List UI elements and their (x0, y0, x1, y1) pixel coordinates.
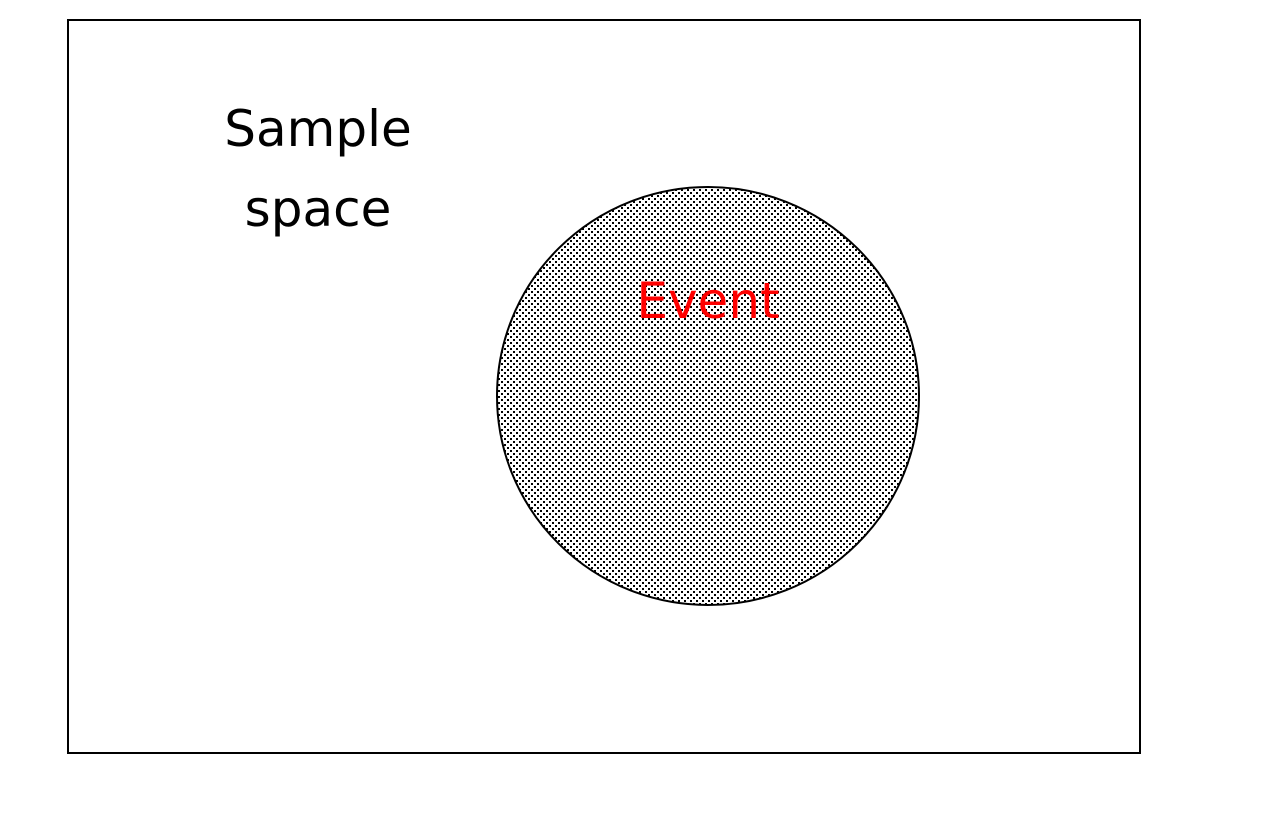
event-label: Event (636, 272, 779, 330)
sample-space-label-line1: Sample (224, 100, 411, 158)
sample-space-label-line2: space (245, 180, 392, 238)
event-circle (496, 186, 920, 606)
